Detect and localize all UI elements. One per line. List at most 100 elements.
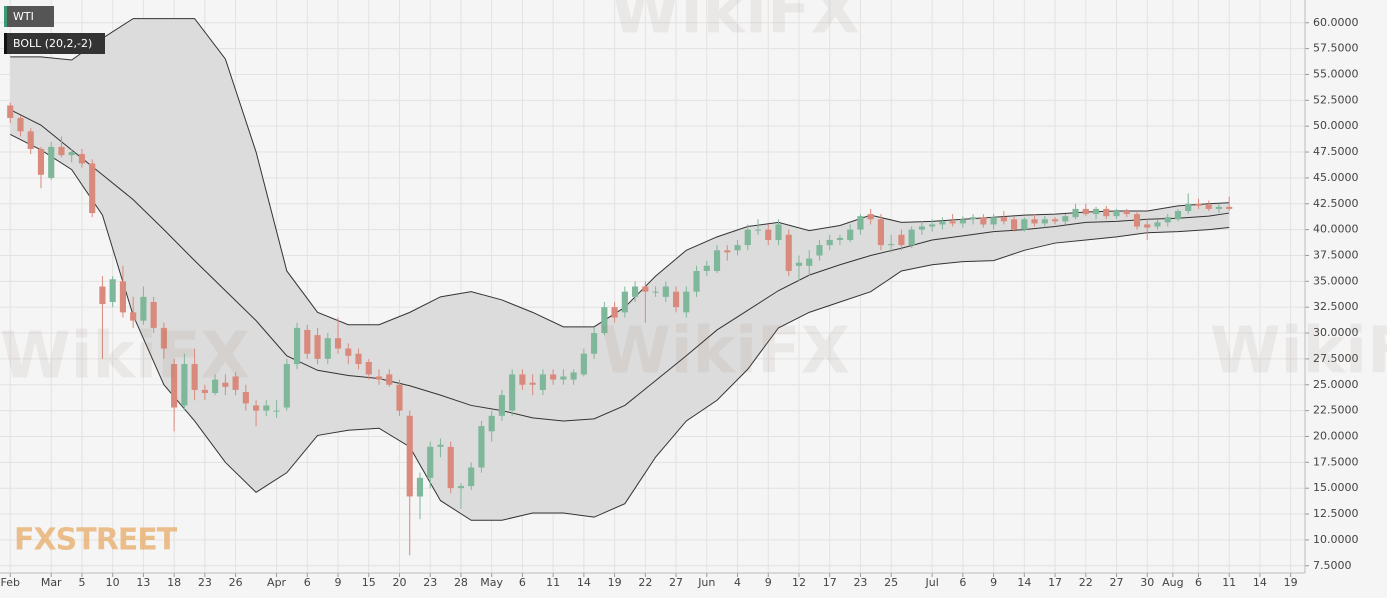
candle-body: [1205, 204, 1212, 209]
candle-body: [970, 217, 977, 220]
candle-body: [816, 245, 823, 256]
candle-body: [1133, 214, 1141, 227]
y-tick-label: 20.0000: [1313, 429, 1359, 442]
candle-body: [1154, 222, 1161, 227]
y-tick-label: 60.0000: [1313, 16, 1359, 29]
x-tick-label: 22: [638, 576, 652, 589]
candle-body: [375, 376, 383, 380]
candle-body: [304, 329, 311, 354]
candle-body: [232, 376, 239, 390]
candle-body: [1092, 208, 1100, 215]
x-tick-label: 13: [136, 576, 150, 589]
axes: 7.5000 10.0000 12.5000 15.0000 17.5000 20.000…: [0, 0, 1359, 589]
legend-box: [4, 6, 54, 27]
x-tick-label: 11: [546, 576, 560, 589]
candle-body: [27, 131, 34, 149]
candle-body: [765, 229, 772, 240]
y-tick-label: 42.5000: [1313, 197, 1359, 210]
band-fill: [10, 18, 1230, 521]
candle-body: [806, 258, 813, 266]
candle-body: [68, 152, 75, 156]
x-tick-label: Apr: [267, 576, 287, 589]
candle-body: [1021, 219, 1028, 230]
candle-body: [847, 229, 854, 240]
candle-body: [929, 224, 936, 227]
x-tick-label: 22: [1079, 576, 1093, 589]
candle-body: [519, 374, 526, 385]
candle-body: [908, 229, 915, 246]
x-tick-label: 11: [1222, 576, 1236, 589]
candle-body: [550, 374, 557, 380]
candle-body: [334, 338, 342, 349]
y-tick-label: 27.5000: [1313, 352, 1359, 365]
candle-body: [939, 221, 946, 225]
candle-body: [212, 379, 219, 394]
candle-body: [1195, 203, 1202, 206]
candle-body: [591, 333, 598, 354]
candle-body: [191, 364, 198, 390]
x-tick-label: 10: [106, 576, 120, 589]
candle-body: [857, 216, 864, 230]
x-tick-label: 25: [884, 576, 898, 589]
logo: FXSTREET: [14, 523, 178, 558]
x-tick-label: 19: [608, 576, 622, 589]
candle-body: [632, 286, 639, 297]
candle-body: [119, 281, 126, 313]
candle-body: [509, 374, 516, 411]
candle-body: [621, 291, 628, 313]
candle-body: [959, 219, 966, 224]
candle-body: [273, 410, 280, 412]
y-tick-label: 10.0000: [1313, 533, 1359, 546]
candle-body: [488, 415, 495, 432]
candle-body: [48, 146, 55, 178]
candle-body: [1103, 208, 1110, 217]
candle-body: [253, 405, 260, 411]
candle-body: [693, 270, 700, 292]
candle-body: [17, 117, 24, 132]
candle-body: [580, 353, 587, 375]
y-tick-label: 52.5000: [1313, 93, 1359, 106]
candle-body: [1011, 219, 1018, 230]
candle-body: [836, 237, 844, 240]
candle-body: [263, 405, 270, 411]
watermarks: WikiFX WikiFX WikiFX WikiFX FXSTREET: [0, 0, 1387, 558]
candle-body: [1174, 210, 1182, 220]
candle-body: [58, 146, 65, 156]
candle-body: [560, 376, 567, 380]
candles: [7, 102, 1233, 556]
candle-body: [703, 265, 710, 271]
candle-body: [867, 214, 874, 220]
candle-body: [396, 384, 403, 411]
y-tick-label: 7.5000: [1313, 559, 1352, 572]
candle-body: [150, 302, 157, 328]
candle-body: [529, 382, 536, 385]
x-tick-label: 17: [823, 576, 837, 589]
y-tick-label: 47.5000: [1313, 145, 1359, 158]
candle-body: [365, 362, 372, 375]
x-tick-label: 26: [229, 576, 243, 589]
x-tick-label: Jul: [925, 576, 939, 589]
x-tick-label: 14: [1017, 576, 1031, 589]
candle-body: [539, 374, 546, 390]
candle-body: [672, 291, 680, 308]
y-tick-label: 32.5000: [1313, 300, 1359, 313]
legend-swatch: [4, 6, 7, 27]
candle-body: [1051, 219, 1059, 222]
legend-swatch: [4, 33, 7, 54]
y-tick-label: 40.0000: [1313, 223, 1359, 236]
x-tick-label: 6: [519, 576, 526, 589]
candle-body: [754, 229, 762, 231]
candle-body: [406, 415, 413, 497]
candle-body: [570, 372, 577, 380]
candle-body: [1226, 206, 1233, 209]
candle-body: [1062, 216, 1069, 222]
x-tick-label: 6: [1195, 576, 1202, 589]
y-tick-label: 25.0000: [1313, 378, 1359, 391]
candle-body: [980, 217, 987, 225]
x-tick-label: 12: [792, 576, 806, 589]
candle-body: [181, 364, 188, 406]
candle-body: [242, 391, 249, 404]
candle-body: [171, 364, 178, 408]
candle-body: [601, 307, 608, 334]
candle-body: [355, 353, 362, 365]
